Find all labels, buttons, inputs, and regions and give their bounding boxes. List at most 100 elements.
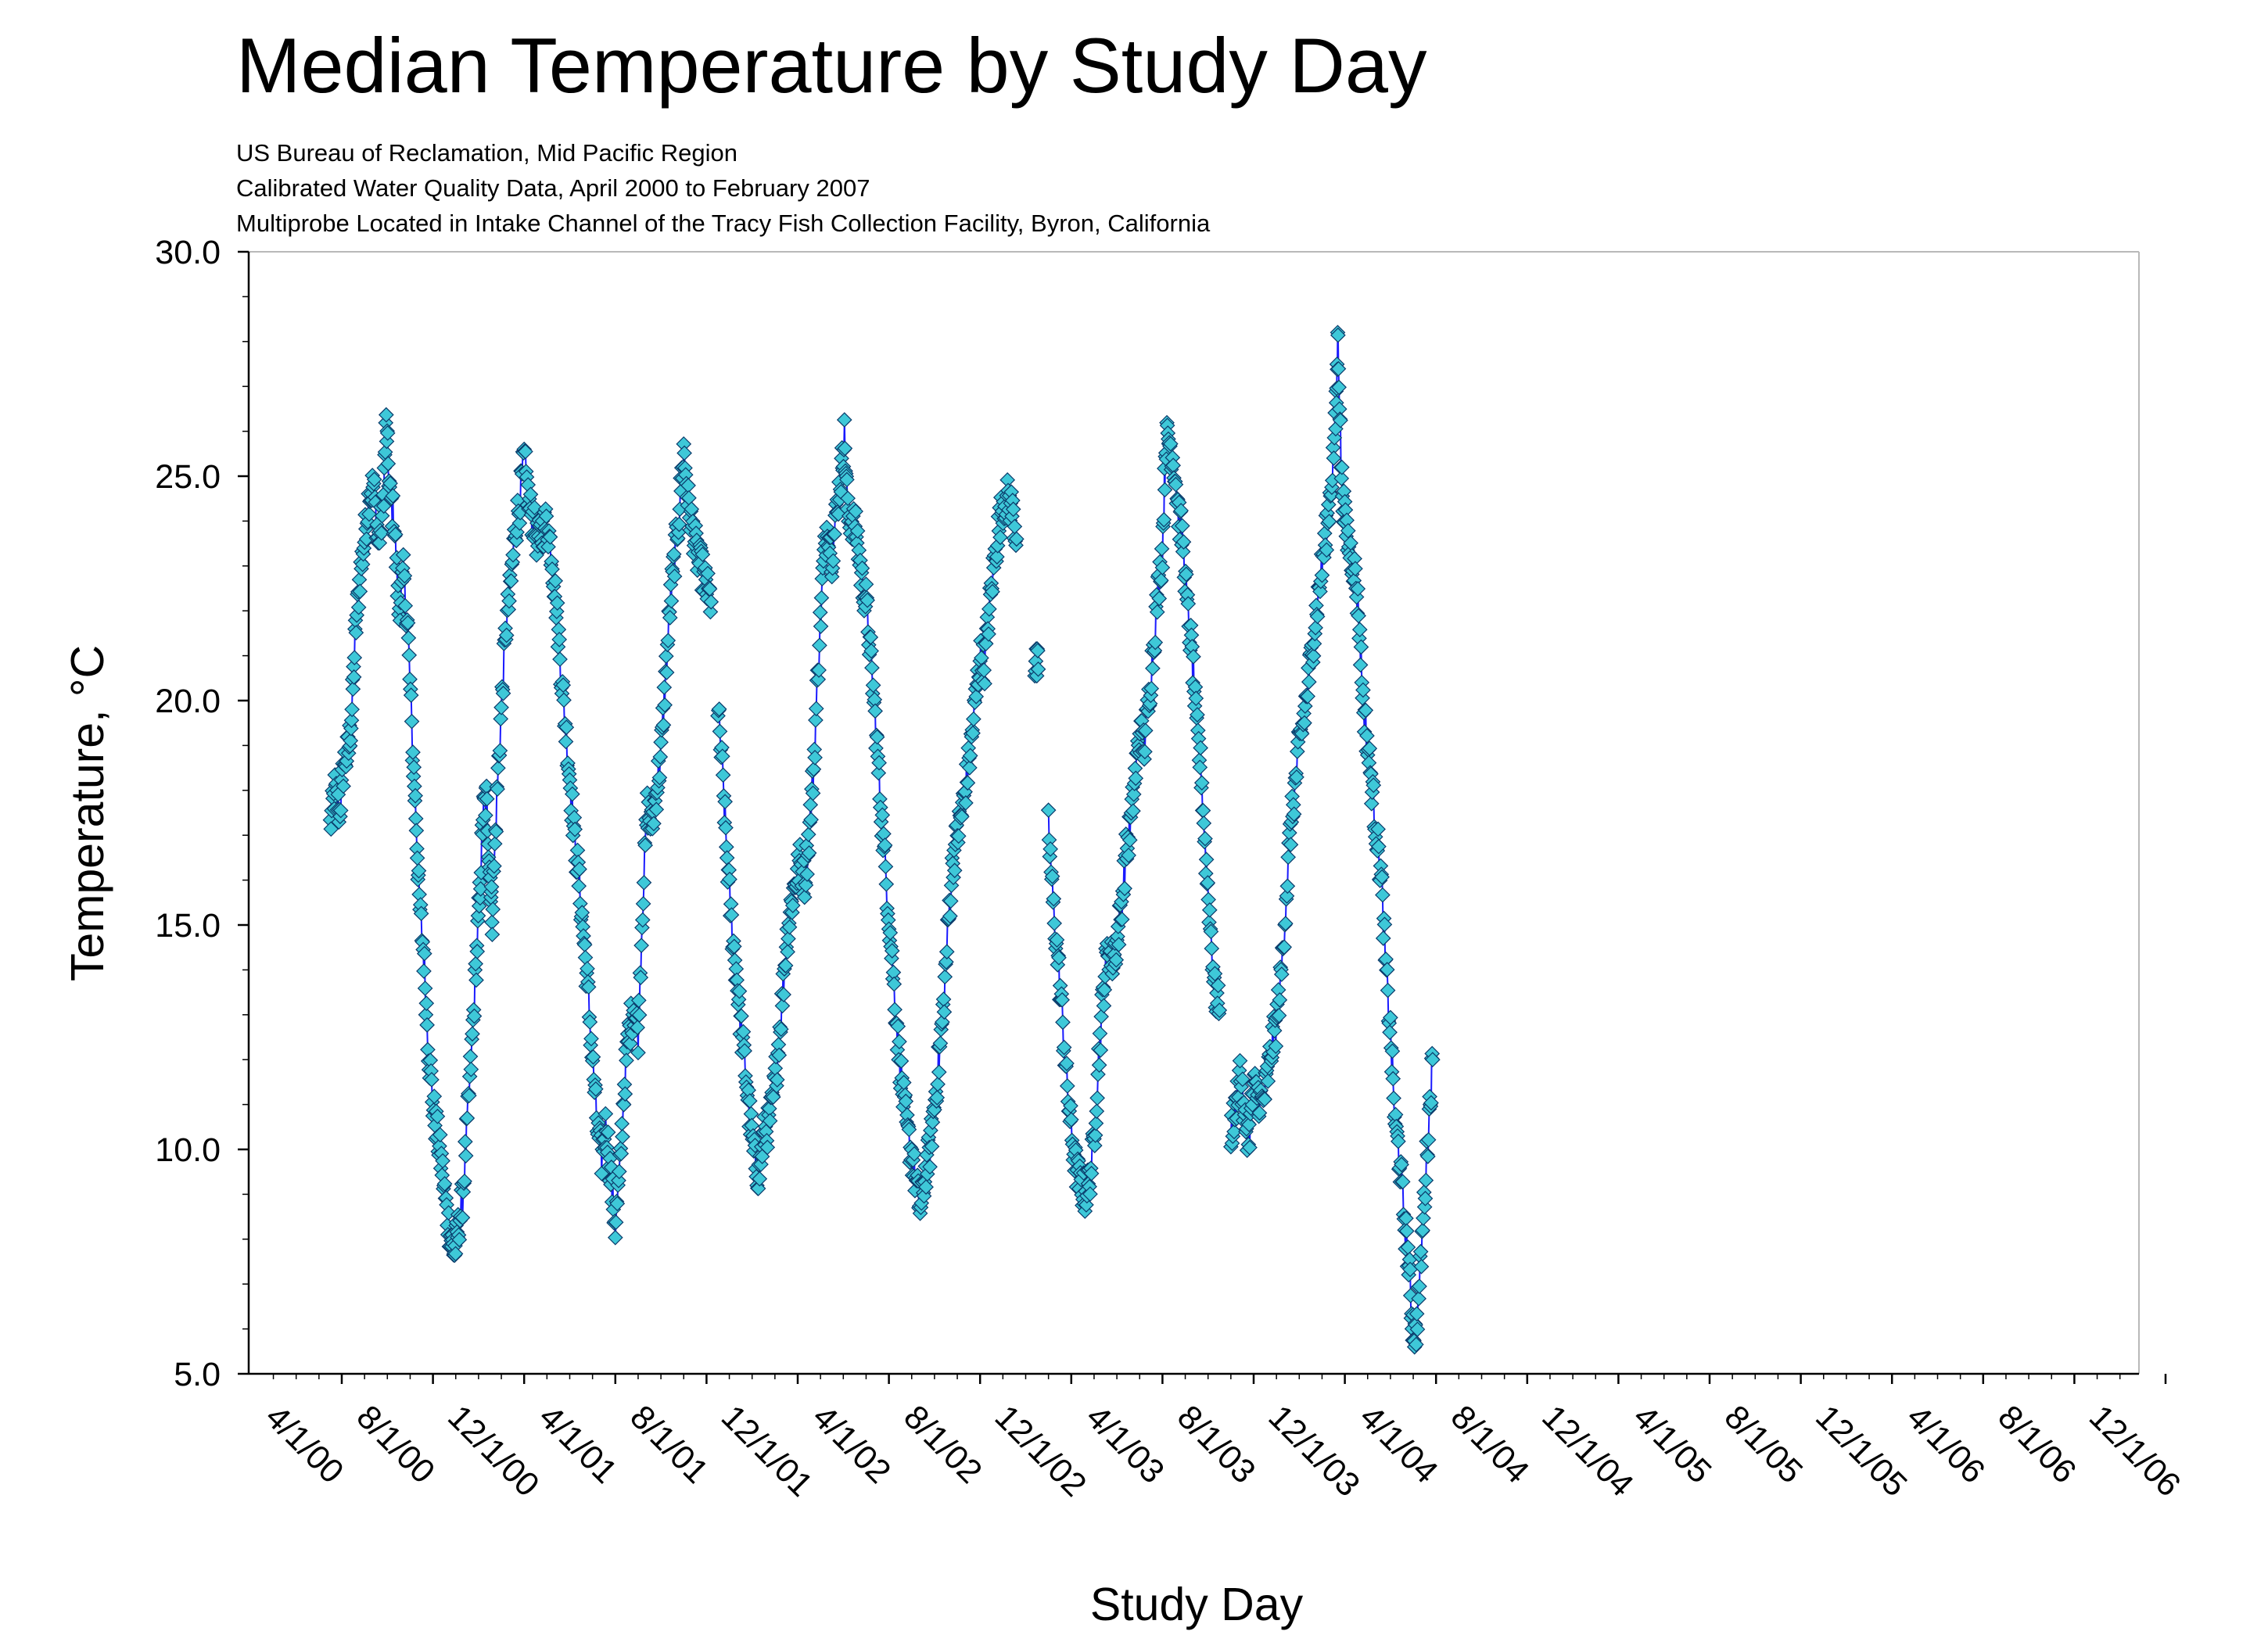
- data-point-marker: [750, 1181, 766, 1196]
- data-point-marker: [483, 879, 500, 895]
- data-point-marker: [798, 877, 814, 893]
- data-point-marker: [598, 1106, 614, 1122]
- data-point-marker: [385, 488, 401, 504]
- data-point-marker: [800, 826, 816, 843]
- data-point-marker: [466, 1008, 483, 1024]
- data-point-marker: [395, 547, 411, 563]
- data-point-marker: [1046, 891, 1062, 907]
- data-point-marker: [1096, 998, 1112, 1014]
- data-point-marker: [1234, 1071, 1251, 1088]
- data-point-marker: [495, 685, 511, 701]
- data-point-marker: [863, 643, 879, 659]
- data-point-marker: [1195, 802, 1211, 819]
- data-point-marker: [655, 717, 672, 733]
- data-point-marker: [501, 593, 517, 609]
- data-point-marker: [1192, 759, 1208, 776]
- data-point-marker: [580, 979, 597, 995]
- data-point-marker: [887, 1002, 903, 1018]
- y-tick-label: 20.0: [155, 683, 221, 720]
- data-point-marker: [462, 1049, 479, 1065]
- data-point-marker: [493, 711, 509, 727]
- data-point-marker: [503, 573, 519, 589]
- data-point-marker: [965, 725, 981, 741]
- data-point-marker: [619, 1052, 634, 1069]
- data-point-marker: [361, 506, 377, 522]
- data-point-marker: [676, 445, 692, 461]
- data-point-marker: [1226, 1124, 1242, 1140]
- data-point-marker: [1242, 1139, 1258, 1156]
- data-point-marker: [1424, 1052, 1441, 1068]
- data-point-marker: [1197, 830, 1213, 847]
- data-point-marker: [650, 780, 666, 796]
- data-point-marker: [1257, 1092, 1273, 1107]
- subtitle-location: Multiprobe Located in Intake Channel of …: [236, 210, 1211, 237]
- data-point-marker: [1412, 1278, 1427, 1294]
- data-point-marker: [630, 992, 647, 1009]
- data-point-marker: [1168, 476, 1184, 493]
- data-point-marker: [1277, 916, 1294, 931]
- data-point-marker: [418, 995, 435, 1012]
- data-point-marker: [572, 861, 587, 877]
- data-point-marker: [827, 526, 842, 542]
- data-point-marker: [583, 1031, 599, 1047]
- data-point-marker: [942, 908, 958, 924]
- data-point-marker: [1190, 707, 1205, 722]
- data-point-marker: [1383, 1009, 1398, 1026]
- data-point-marker: [614, 1116, 630, 1131]
- data-point-marker: [715, 767, 731, 783]
- data-point-marker: [634, 912, 651, 928]
- data-point-marker: [1232, 1052, 1248, 1069]
- data-point-marker: [922, 1159, 938, 1175]
- subtitle-dataset: Calibrated Water Quality Data, April 200…: [236, 174, 870, 202]
- data-point-marker: [1154, 559, 1171, 575]
- data-point-marker: [1353, 639, 1369, 655]
- data-point-marker: [694, 547, 711, 562]
- data-point-marker: [718, 819, 734, 836]
- data-point-marker: [774, 998, 791, 1014]
- data-point-marker: [468, 972, 484, 988]
- data-point-marker: [366, 471, 382, 488]
- data-point-marker: [486, 836, 503, 852]
- data-point-marker: [1193, 775, 1210, 791]
- data-point-marker: [700, 565, 716, 582]
- data-point-marker: [1348, 561, 1363, 577]
- data-point-marker: [1211, 1002, 1228, 1018]
- data-point-marker: [630, 1045, 646, 1061]
- data-point-marker: [1334, 459, 1350, 475]
- data-point-marker: [551, 632, 568, 647]
- data-point-marker: [555, 677, 572, 694]
- data-point-marker: [950, 828, 967, 844]
- data-point-marker: [1330, 360, 1347, 377]
- data-point-marker: [849, 523, 866, 539]
- data-point-marker: [924, 1138, 940, 1155]
- data-point-marker: [352, 583, 368, 600]
- data-point-marker: [413, 905, 429, 922]
- data-point-marker: [1312, 583, 1328, 600]
- data-point-marker: [371, 535, 388, 551]
- data-point-marker: [1089, 1103, 1105, 1120]
- data-point-marker: [406, 759, 422, 776]
- data-point-marker: [608, 1214, 624, 1231]
- data-point-marker: [714, 748, 730, 765]
- data-point-marker: [461, 1088, 477, 1104]
- data-point-marker: [1279, 878, 1296, 894]
- data-point-marker: [1196, 815, 1212, 831]
- data-point-marker: [658, 648, 674, 665]
- data-point-marker: [871, 755, 887, 771]
- data-point-marker: [1156, 511, 1172, 528]
- data-point-marker: [582, 1014, 598, 1030]
- data-point-marker: [634, 920, 650, 936]
- data-point-marker: [1297, 715, 1312, 731]
- data-point-marker: [1412, 1243, 1429, 1260]
- data-point-marker: [837, 440, 853, 457]
- data-point-marker: [479, 791, 495, 807]
- data-point-marker: [931, 1064, 947, 1081]
- data-point-marker: [569, 842, 586, 859]
- data-point-marker: [1241, 1117, 1258, 1133]
- data-point-marker: [1128, 770, 1144, 787]
- data-point-marker: [877, 859, 894, 875]
- data-point-marker: [1186, 648, 1201, 665]
- data-point-marker: [405, 744, 421, 760]
- data-point-marker: [1046, 916, 1062, 931]
- data-point-marker: [929, 1089, 946, 1106]
